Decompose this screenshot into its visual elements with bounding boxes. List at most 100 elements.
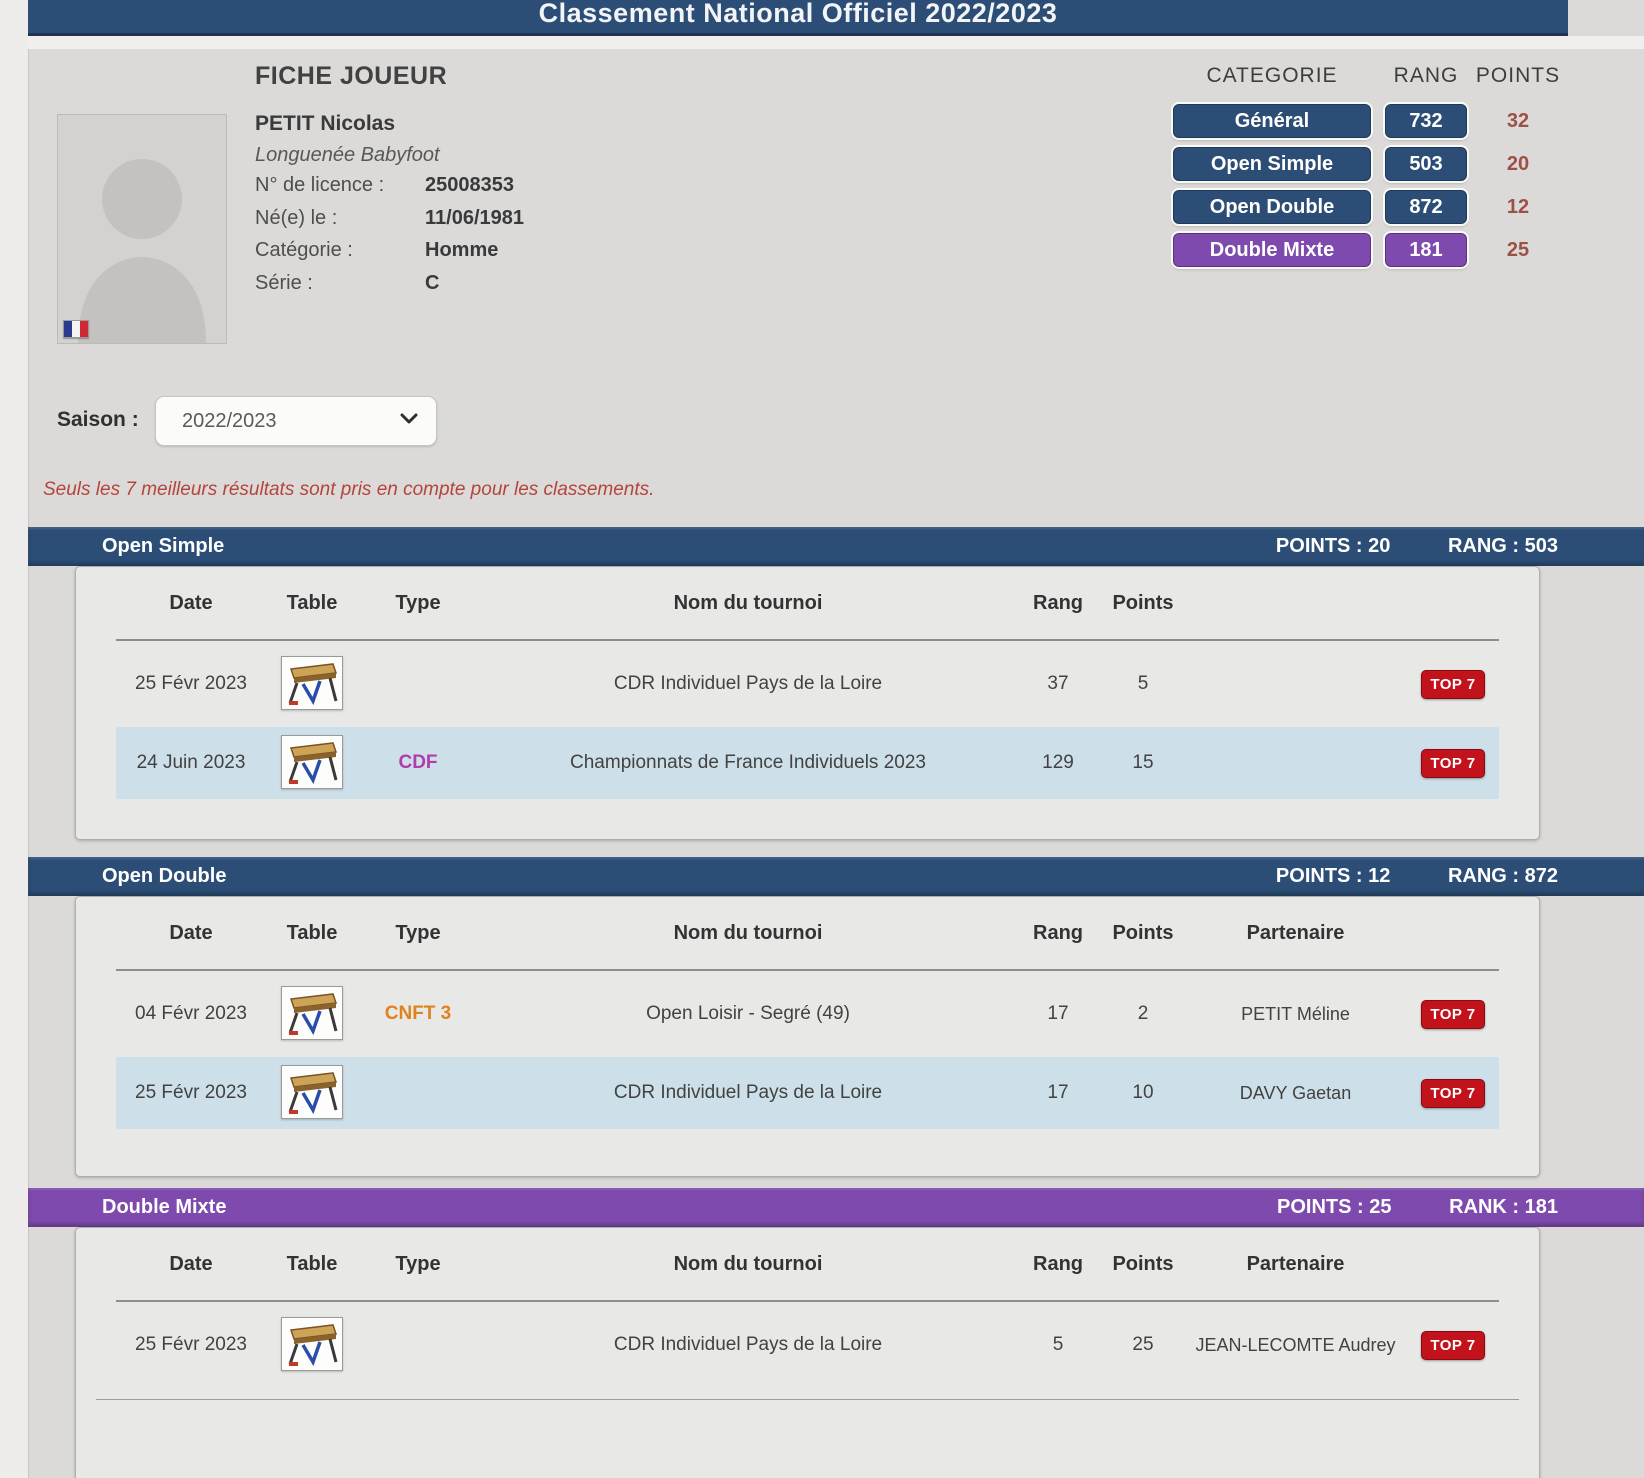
screen-left-edge xyxy=(0,0,29,1478)
column-header-type: Type xyxy=(395,1252,441,1275)
ranking-note: Seuls les 7 meilleurs résultats sont pri… xyxy=(43,479,655,500)
date-cell: 25 Févr 2023 xyxy=(135,1082,247,1103)
category-pill[interactable]: Open Double xyxy=(1173,190,1371,224)
points-cell: 25 xyxy=(1132,1334,1154,1355)
results-card: Date Table Type Nom du tournoi Rang Poin… xyxy=(75,1227,1540,1478)
season-selected-value: 2022/2023 xyxy=(182,410,277,432)
table-cell xyxy=(266,1316,358,1374)
table-cell xyxy=(266,734,358,792)
column-header-rank: Rang xyxy=(1033,591,1083,614)
section-title: Open Double xyxy=(102,865,227,887)
foosball-table-icon[interactable] xyxy=(281,655,343,710)
serie-label: Série : xyxy=(255,272,313,294)
column-header-points: Points xyxy=(1112,921,1174,944)
table-cell xyxy=(266,985,358,1043)
rank-cell: 17 xyxy=(1047,1003,1069,1024)
chevron-down-icon xyxy=(400,413,418,424)
tournament-cell: CDR Individuel Pays de la Loire xyxy=(613,1334,883,1355)
results-card: Date Table Type Nom du tournoi Rang Poin… xyxy=(75,566,1540,840)
ranking-summary-panel: CATEGORIE RANG POINTS Général 732 32 Ope… xyxy=(1173,64,1563,279)
points-value: 25 xyxy=(1506,239,1530,261)
foosball-table-icon[interactable] xyxy=(281,985,343,1040)
table-header-row: Date Table Type Nom du tournoi Rang Poin… xyxy=(116,1228,1499,1302)
section-summary: POINTS : 20 RANG : 503 xyxy=(1224,527,1558,566)
license-row: N° de licence : 25008353 xyxy=(255,174,514,197)
player-photo xyxy=(57,114,227,344)
rank-pill: 181 xyxy=(1385,233,1467,267)
category-pill[interactable]: Général xyxy=(1173,104,1371,138)
top7-badge: TOP 7 xyxy=(1421,748,1485,778)
results-section: Double Mixte POINTS : 25 RANK : 181 Date… xyxy=(0,1188,1644,1478)
section-summary: POINTS : 25 RANK : 181 xyxy=(1225,1188,1558,1227)
results-card: Date Table Type Nom du tournoi Rang Poin… xyxy=(75,896,1540,1177)
type-cell: CNFT 3 xyxy=(384,1003,452,1024)
foosball-table-icon[interactable] xyxy=(281,1064,343,1119)
date-cell: 04 Févr 2023 xyxy=(135,1003,247,1024)
category-pill[interactable]: Open Simple xyxy=(1173,147,1371,181)
table-row: 25 Févr 2023 CDR Individuel Pays de la L… xyxy=(116,648,1499,720)
top7-badge: TOP 7 xyxy=(1421,669,1485,699)
ranking-summary-row: Général 732 32 xyxy=(1173,104,1563,138)
points-value: 12 xyxy=(1506,196,1530,218)
rang-header: RANG xyxy=(1393,64,1459,87)
category-label: Catégorie : xyxy=(255,239,353,261)
foosball-table-icon[interactable] xyxy=(281,734,343,789)
section-summary: POINTS : 12 RANG : 872 xyxy=(1224,857,1558,896)
table-row: 24 Juin 2023 CDF Championnats de France … xyxy=(116,727,1499,799)
ranking-summary-row: Open Simple 503 20 xyxy=(1173,147,1563,181)
points-cell: 2 xyxy=(1137,1003,1149,1024)
section-points-label: POINTS : 25 xyxy=(1277,1196,1392,1218)
column-header-points: Points xyxy=(1112,591,1174,614)
points-value: 20 xyxy=(1506,153,1530,175)
points-cell: 5 xyxy=(1137,673,1149,694)
column-header-partner: Partenaire xyxy=(1246,1252,1345,1275)
season-select[interactable]: 2022/2023 xyxy=(155,396,437,446)
card-title: FICHE JOUEUR xyxy=(255,62,448,90)
tournament-cell: CDR Individuel Pays de la Loire xyxy=(613,1082,883,1103)
tournament-cell: Open Loisir - Segré (49) xyxy=(646,1003,850,1024)
section-rank-label: RANK : 181 xyxy=(1449,1196,1558,1218)
season-label: Saison : xyxy=(57,408,139,431)
column-header-date: Date xyxy=(169,591,213,614)
date-cell: 25 Févr 2023 xyxy=(135,1334,247,1355)
category-row: Catégorie : Homme xyxy=(255,239,498,262)
player-club: Longuenée Babyfoot xyxy=(255,144,440,166)
column-header-table: Table xyxy=(286,591,338,614)
table-row: 25 Févr 2023 CDR Individuel Pays de la L… xyxy=(116,1057,1499,1129)
table-cell xyxy=(266,655,358,713)
serie-row: Série : C xyxy=(255,272,439,295)
partner-cell: DAVY Gaetan xyxy=(1239,1082,1352,1103)
column-header-date: Date xyxy=(169,1252,213,1275)
column-header-table: Table xyxy=(286,1252,338,1275)
points-cell: 15 xyxy=(1132,752,1154,773)
table-header-row: Date Table Type Nom du tournoi Rang Poin… xyxy=(116,897,1499,971)
header-divider xyxy=(28,36,1644,49)
section-title: Open Simple xyxy=(102,535,225,557)
rank-cell: 37 xyxy=(1047,673,1069,694)
column-header-type: Type xyxy=(395,921,441,944)
top7-badge: TOP 7 xyxy=(1421,999,1485,1029)
table-cell xyxy=(266,1064,358,1122)
rank-pill: 503 xyxy=(1385,147,1467,181)
category-pill[interactable]: Double Mixte xyxy=(1173,233,1371,267)
table-header-row: Date Table Type Nom du tournoi Rang Poin… xyxy=(116,567,1499,641)
section-bar: Double Mixte POINTS : 25 RANK : 181 xyxy=(28,1188,1644,1227)
section-points-label: POINTS : 12 xyxy=(1275,865,1391,887)
foosball-table-icon[interactable] xyxy=(281,1316,343,1371)
top7-badge: TOP 7 xyxy=(1421,1330,1485,1360)
card-bottom-divider xyxy=(96,1399,1519,1400)
top7-badge: TOP 7 xyxy=(1421,1078,1485,1108)
tournament-cell: Championnats de France Individuels 2023 xyxy=(570,752,926,773)
partner-cell: PETIT Méline xyxy=(1241,1003,1350,1024)
categorie-header: CATEGORIE xyxy=(1206,64,1338,87)
date-cell: 25 Févr 2023 xyxy=(135,673,247,694)
tournament-cell: CDR Individuel Pays de la Loire xyxy=(613,673,883,694)
table-row: 04 Févr 2023 CNFT 3 Open Loisir - Segré … xyxy=(116,978,1499,1050)
page-header: Classement National Officiel 2022/2023 xyxy=(28,0,1568,36)
section-bar: Open Simple POINTS : 20 RANG : 503 xyxy=(28,527,1644,566)
section-points-label: POINTS : 20 xyxy=(1275,535,1391,557)
column-header-type: Type xyxy=(395,591,441,614)
results-section: Open Double POINTS : 12 RANG : 872 Date … xyxy=(0,857,1644,1177)
page-title: Classement National Officiel 2022/2023 xyxy=(538,0,1058,28)
